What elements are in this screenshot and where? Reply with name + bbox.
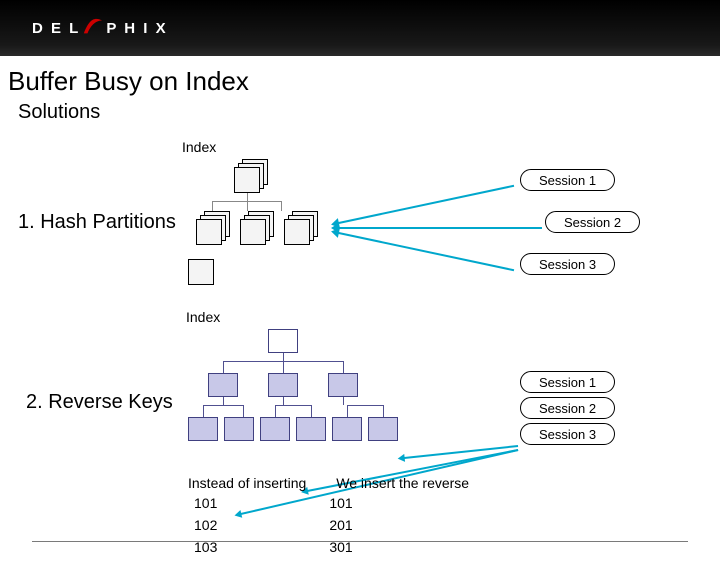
- header-bar: D E L P H I X: [0, 0, 720, 56]
- d2-n3: [328, 373, 358, 397]
- diagram2-label: Index: [186, 309, 220, 325]
- d1-session-1: Session 1: [520, 169, 615, 191]
- d1-arrow-2: [334, 227, 542, 229]
- d2-l4: [296, 417, 326, 441]
- tbl-r2c1: 102: [194, 517, 217, 533]
- d2-l1: [188, 417, 218, 441]
- tbl-r2c2: 201: [329, 517, 352, 533]
- d2-n2: [268, 373, 298, 397]
- d1-session-2: Session 2: [545, 211, 640, 233]
- logo-text-right: P H I X: [106, 20, 167, 37]
- d1-arrow-3: [334, 231, 514, 271]
- d2-session-1: Session 1: [520, 371, 615, 393]
- solution-1-label: 1. Hash Partitions: [18, 211, 176, 234]
- footer-divider: [32, 541, 688, 542]
- d2-session-2: Session 2: [520, 397, 615, 419]
- diagram1-label: Index: [182, 139, 216, 155]
- d2-l2: [224, 417, 254, 441]
- swoosh-icon: [82, 15, 104, 37]
- tbl-r1c2: 101: [329, 495, 352, 511]
- d2-l5: [332, 417, 362, 441]
- content-area: Solutions Index 1. Hash Partitions Sessi…: [0, 101, 720, 124]
- d1-session-3: Session 3: [520, 253, 615, 275]
- d2-session-3: Session 3: [520, 423, 615, 445]
- solutions-heading: Solutions: [18, 101, 720, 124]
- d1-arrow-1: [334, 185, 514, 225]
- solution-2-label: 2. Reverse Keys: [26, 391, 173, 414]
- tbl-header-1: Instead of inserting: [188, 475, 306, 491]
- d2-root: [268, 329, 298, 353]
- tbl-r1c1: 101: [194, 495, 217, 511]
- logo: D E L P H I X: [32, 17, 168, 39]
- reverse-keys-table: Instead of inserting We insert the rever…: [188, 475, 469, 561]
- d1-leaf: [188, 259, 214, 285]
- d2-l3: [260, 417, 290, 441]
- d2-l6: [368, 417, 398, 441]
- page-title: Buffer Busy on Index: [8, 66, 720, 97]
- logo-text-left: D E L: [32, 20, 80, 37]
- tbl-header-2: We insert the reverse: [336, 475, 469, 491]
- d2-n1: [208, 373, 238, 397]
